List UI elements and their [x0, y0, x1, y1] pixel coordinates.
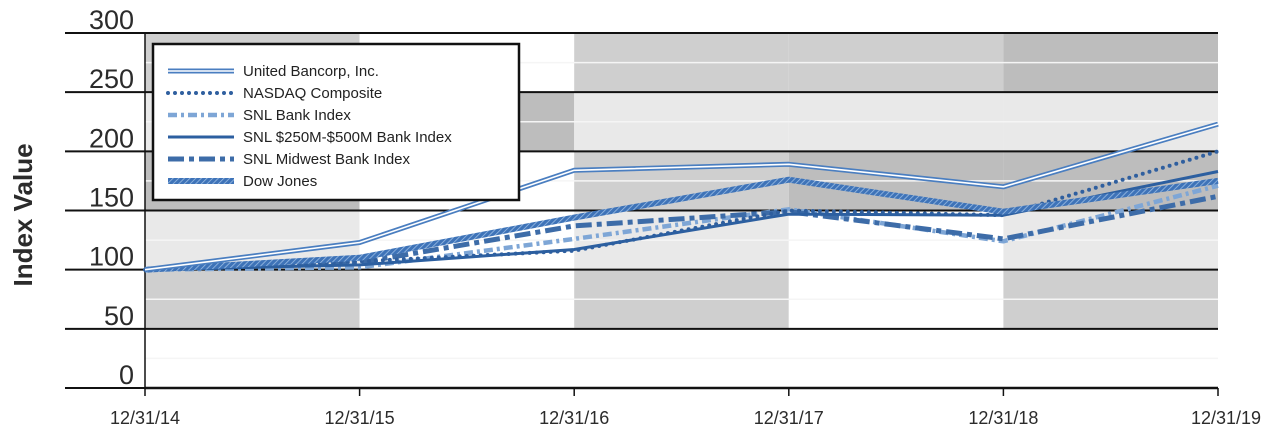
series-line — [144, 193, 1219, 273]
x-tick-label: 12/31/14 — [110, 408, 180, 428]
y-tick-label: 150 — [89, 183, 134, 213]
axes — [144, 33, 1219, 396]
y-tick-label: 0 — [119, 360, 134, 390]
x-tick-label: 12/31/17 — [754, 408, 824, 428]
x-tick-label: 12/31/18 — [968, 408, 1038, 428]
series-lines — [143, 121, 1220, 273]
series-line — [144, 176, 1219, 273]
y-tick-label: 300 — [89, 5, 134, 35]
y-tick-label: 200 — [89, 123, 134, 153]
legend: United Bancorp, Inc. NASDAQ Composite SNL … — [151, 42, 521, 202]
x-tick-label: 12/31/15 — [325, 408, 395, 428]
y-tick-label: 100 — [89, 242, 134, 272]
y-tick-labels: 0 50 100 150 200 250 300 — [89, 5, 134, 390]
legend-label: SNL Midwest Bank Index — [243, 151, 411, 168]
y-axis-label: Index Value — [8, 143, 38, 286]
series-dow-jones — [144, 176, 1219, 273]
legend-label: Dow Jones — [243, 173, 317, 190]
series-united-bancorp-inc- — [144, 121, 1219, 273]
y-tick-label: 250 — [89, 64, 134, 94]
x-tick-labels: 12/31/14 12/31/15 12/31/16 12/31/17 12/31/18… — [110, 408, 1261, 428]
legend-label: SNL $250M-$500M Bank Index — [243, 129, 452, 146]
legend-label: NASDAQ Composite — [243, 85, 382, 102]
gridlines — [65, 32, 1218, 389]
y-tick-label: 50 — [104, 301, 134, 331]
x-tick-label: 12/31/19 — [1191, 408, 1261, 428]
legend-label: SNL Bank Index — [243, 107, 351, 124]
legend-label: United Bancorp, Inc. — [243, 63, 379, 80]
x-tick-label: 12/31/16 — [539, 408, 609, 428]
series-line-inner — [144, 123, 1219, 271]
